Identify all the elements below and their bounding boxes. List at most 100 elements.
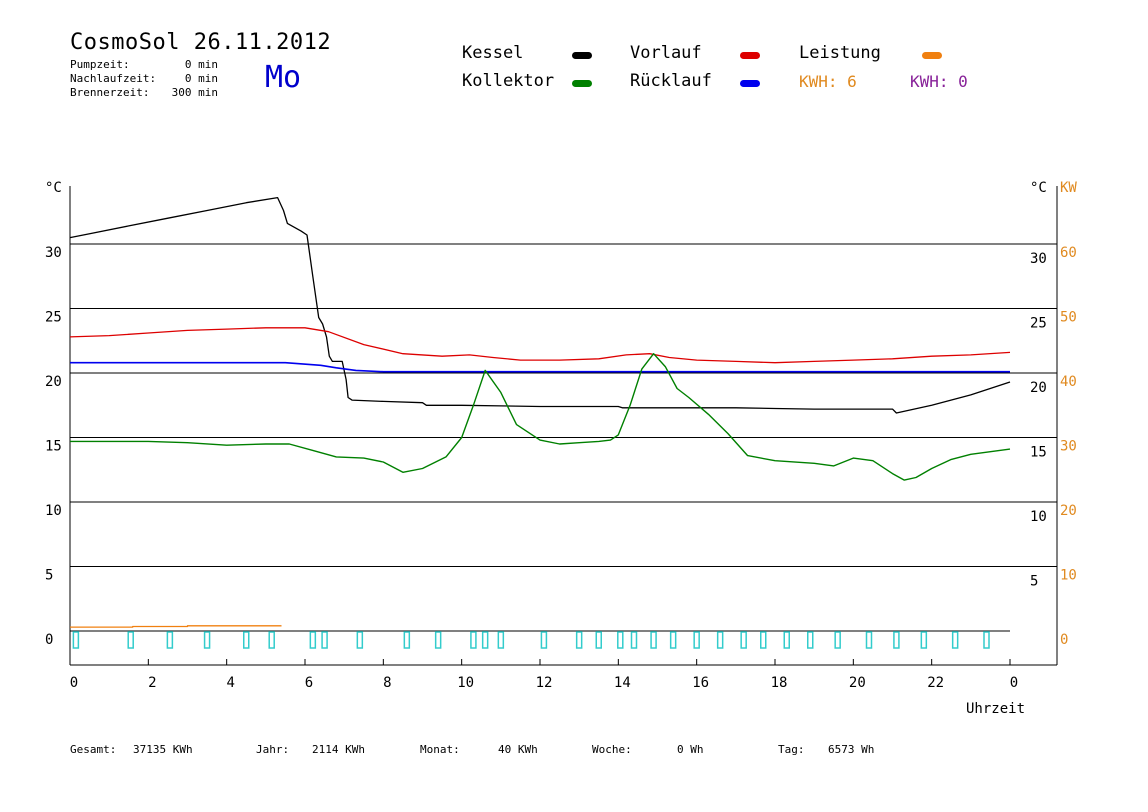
- right-kw-tick-label: 20: [1060, 503, 1077, 519]
- series-line-leistung: [70, 625, 282, 628]
- pump-pulse: [983, 631, 990, 649]
- pump-pulse: [309, 631, 317, 649]
- right-kw-tick-label: 50: [1060, 310, 1077, 326]
- kwh-value-2: KWH: 0: [910, 72, 968, 91]
- pump-pulse: [497, 631, 505, 649]
- legend-swatch-ruecklauf: [740, 80, 760, 87]
- pump-pulse: [630, 631, 638, 649]
- info-label: Pumpzeit:: [70, 58, 130, 71]
- legend-label-kollektor: Kollektor: [462, 71, 555, 91]
- pump-pulse: [203, 631, 211, 649]
- x-tick-label: 4: [226, 675, 234, 691]
- legend-swatch-kollektor: [572, 80, 592, 87]
- total-label: Gesamt:: [70, 743, 117, 756]
- legend-label-vorlauf: Vorlauf: [630, 43, 702, 63]
- left-tick-label: 15: [45, 439, 62, 455]
- x-tick-label: 20: [849, 675, 866, 691]
- left-axis-unit: °C: [45, 180, 62, 196]
- pump-pulse: [434, 631, 442, 649]
- legend-swatch-leistung: [922, 52, 942, 59]
- right-kw-tick-label: 30: [1060, 439, 1077, 455]
- x-tick-label: 2: [148, 675, 156, 691]
- pump-pulse: [669, 631, 677, 649]
- right-c-tick-label: 15: [1030, 445, 1047, 461]
- total-value: 0 Wh: [677, 743, 704, 756]
- right-c-tick-label: 20: [1030, 380, 1047, 396]
- legend-swatch-kessel: [572, 52, 592, 59]
- info-value: 0 min: [184, 72, 218, 85]
- pump-pulse: [575, 631, 583, 649]
- total-value: 37135 KWh: [133, 743, 193, 756]
- right-c-tick-label: 30: [1030, 251, 1047, 267]
- pump-pulse: [127, 631, 134, 649]
- pump-pulse: [693, 631, 700, 649]
- right-kw-tick-label: 0: [1060, 632, 1068, 648]
- legend-swatch-vorlauf: [740, 52, 760, 59]
- x-tick-label: 22: [927, 675, 944, 691]
- x-tick-label: 10: [457, 675, 474, 691]
- weekday-label: Mo: [265, 60, 302, 95]
- chart-title: CosmoSol 26.11.2012: [70, 30, 332, 55]
- left-tick-label: 20: [45, 374, 62, 390]
- pump-pulse: [166, 631, 174, 649]
- info-row: Brennerzeit: 300 min: [70, 86, 218, 99]
- pump-pulse: [893, 631, 900, 649]
- total-value: 6573 Wh: [828, 743, 875, 756]
- total-value: 40 KWh: [498, 743, 538, 756]
- left-tick-label: 0: [45, 632, 53, 648]
- pump-pulse: [617, 631, 624, 649]
- x-tick-label: 12: [536, 675, 553, 691]
- pump-pulse: [807, 631, 814, 649]
- series-line-kessel: [69, 196, 1011, 414]
- right-axis-unit-c: °C: [1030, 180, 1047, 196]
- legend-label-kessel: Kessel: [462, 43, 524, 63]
- legend-label-ruecklauf: Rücklauf: [630, 71, 712, 91]
- pump-pulse: [356, 631, 364, 649]
- x-tick-label: 0: [1010, 675, 1018, 691]
- left-tick-label: 25: [45, 310, 62, 326]
- pump-pulse: [72, 631, 80, 649]
- right-kw-tick-label: 60: [1060, 245, 1077, 261]
- pump-pulse: [716, 631, 724, 649]
- right-c-tick-label: 10: [1030, 509, 1047, 525]
- info-label: Brennerzeit:: [70, 86, 150, 99]
- total-label: Woche:: [592, 743, 632, 756]
- right-kw-tick-label: 10: [1060, 568, 1077, 584]
- x-tick-label: 0: [70, 675, 78, 691]
- pump-pulse: [268, 631, 275, 649]
- pump-pulse: [321, 631, 328, 649]
- pump-pulse: [470, 631, 477, 649]
- pump-pulse: [951, 631, 959, 649]
- x-tick-label: 16: [692, 675, 709, 691]
- pump-pulse: [760, 631, 767, 649]
- pump-pulse: [650, 631, 657, 649]
- pump-pulse: [595, 631, 602, 649]
- right-c-tick-label: 5: [1030, 574, 1038, 590]
- pump-pulse: [540, 631, 548, 649]
- x-tick-label: 6: [305, 675, 313, 691]
- x-tick-label: 14: [614, 675, 631, 691]
- pump-pulse: [740, 631, 747, 649]
- pump-pulse: [865, 631, 873, 649]
- total-label: Monat:: [420, 743, 460, 756]
- kwh-value-1: KWH: 6: [799, 72, 857, 91]
- left-tick-label: 5: [45, 568, 53, 584]
- pump-pulse: [783, 631, 790, 649]
- left-tick-label: 30: [45, 245, 62, 261]
- legend-label-leistung: Leistung: [799, 43, 881, 63]
- info-row: Pumpzeit: 0 min: [70, 58, 218, 71]
- x-tick-label: 18: [771, 675, 788, 691]
- x-axis-label: Uhrzeit: [966, 701, 1026, 717]
- series-line-ruecklauf: [70, 361, 1010, 373]
- pump-pulse: [920, 631, 928, 649]
- info-value: 300 min: [171, 86, 218, 99]
- right-axis-unit-kw: KW: [1060, 180, 1077, 196]
- info-label: Nachlaufzeit:: [70, 72, 157, 85]
- x-tick-label: 8: [383, 675, 391, 691]
- info-value: 0 min: [184, 58, 218, 71]
- series-line-vorlauf: [69, 327, 1011, 364]
- total-label: Jahr:: [256, 743, 290, 756]
- pump-pulse: [403, 631, 411, 649]
- series-line-kollektor: [70, 353, 1011, 481]
